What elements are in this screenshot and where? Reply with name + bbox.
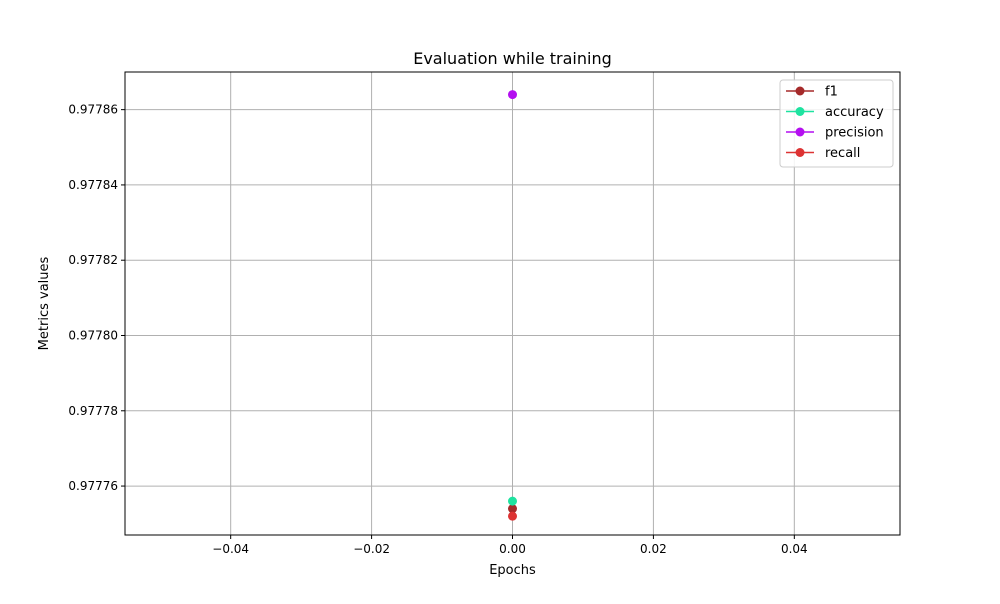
legend-box: [779, 79, 894, 168]
legend-marker-f1: [795, 86, 805, 96]
x-tick-label: 0.00: [499, 542, 526, 556]
legend-marker-recall: [795, 148, 805, 157]
x-tick-label: −0.04: [212, 542, 249, 556]
legend: f1 accuracy precision recall: [779, 79, 894, 168]
chart-title: Evaluation while training: [413, 49, 612, 68]
data-point-precision: [508, 90, 517, 100]
data-point-f1: [508, 504, 517, 514]
y-tick-label: 0.97778: [68, 404, 118, 418]
legend-marker-precision: [795, 127, 805, 137]
data-marks: [508, 90, 517, 521]
data-point-recall: [508, 511, 517, 521]
legend-label-accuracy: accuracy: [825, 105, 884, 120]
y-tick-label: 0.97786: [68, 103, 118, 117]
x-tick-label: 0.02: [640, 542, 667, 556]
y-tick-label: 0.97782: [68, 253, 118, 267]
y-tick-label: 0.97776: [68, 479, 118, 493]
y-axis-label: Metrics values: [37, 256, 52, 350]
legend-label-f1: f1: [825, 85, 838, 100]
y-tick-label: 0.97780: [68, 328, 118, 342]
axis-ticks: −0.04 −0.02 0.00 0.02 0.04 0.97776 0.97778 0.97…: [68, 103, 807, 556]
x-tick-label: −0.02: [353, 542, 390, 556]
legend-marker-accuracy: [795, 107, 805, 116]
legend-label-precision: precision: [825, 126, 884, 141]
data-point-accuracy: [508, 496, 517, 506]
x-tick-label: 0.04: [781, 542, 808, 556]
legend-label-recall: recall: [825, 146, 860, 161]
grid: [125, 72, 900, 535]
x-axis-label: Epochs: [489, 563, 536, 578]
y-tick-label: 0.97784: [68, 178, 118, 192]
